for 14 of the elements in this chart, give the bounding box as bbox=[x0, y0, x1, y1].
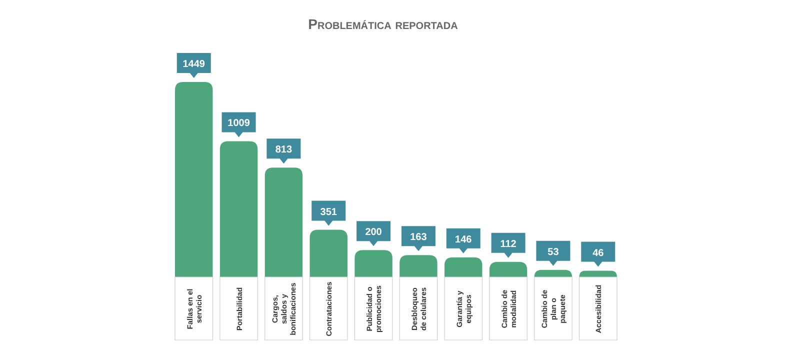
data-label: 53 bbox=[548, 246, 560, 258]
data-label: 163 bbox=[410, 232, 428, 244]
bar bbox=[534, 270, 572, 277]
data-label: 200 bbox=[365, 227, 382, 238]
data-label: 1449 bbox=[182, 59, 206, 70]
bar bbox=[489, 262, 528, 277]
data-label: 813 bbox=[275, 144, 292, 156]
data-label: 146 bbox=[455, 234, 472, 246]
chart-title: Problemática reportada bbox=[308, 16, 458, 32]
data-label: 112 bbox=[500, 238, 517, 250]
data-label: 351 bbox=[320, 206, 338, 218]
bar bbox=[444, 257, 482, 277]
data-label: 1009 bbox=[228, 118, 250, 130]
data-label: 46 bbox=[592, 248, 604, 259]
